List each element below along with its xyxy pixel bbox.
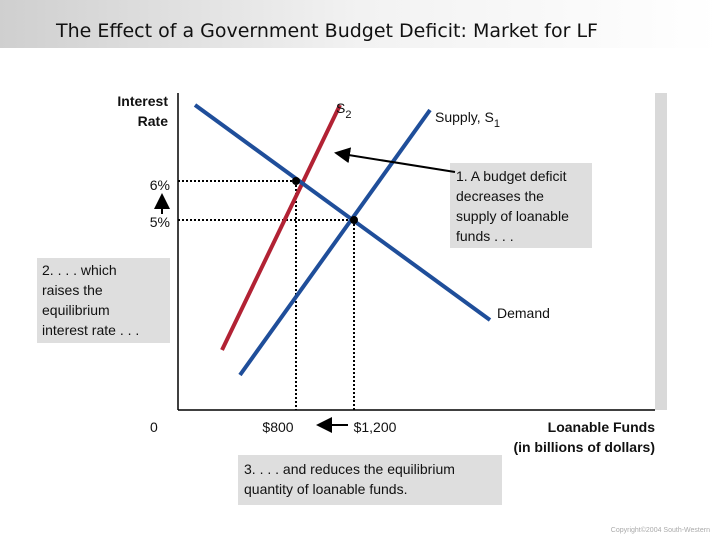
annotation-line: funds . . .	[456, 228, 514, 244]
annotation-line: equilibrium	[42, 302, 110, 318]
annotation-line: decreases the	[456, 188, 544, 204]
x-label: (in billions of dollars)	[513, 439, 655, 455]
demand-label: Demand	[497, 305, 550, 321]
s1-sub: 1	[494, 118, 500, 130]
annotation-line: supply of loanable	[456, 208, 569, 224]
annotation-line: 3. . . . and reduces the equilibrium	[244, 461, 455, 477]
s2-label: S2	[336, 100, 351, 121]
s1-label: Supply, S1	[435, 109, 500, 130]
annotation-line: quantity of loanable funds.	[244, 481, 407, 497]
guides	[178, 180, 355, 410]
annotation-line: raises the	[42, 282, 103, 298]
equilibrium	[350, 216, 358, 224]
supply-s1	[238, 108, 432, 377]
arrow	[334, 147, 456, 173]
annotation-line: 2. . . . which	[42, 262, 117, 278]
s2-letter: S	[336, 100, 345, 116]
annotation-box	[450, 163, 592, 248]
equilibrium	[292, 177, 300, 185]
x-tick: $1,200	[354, 419, 397, 435]
s2-sub: 2	[345, 109, 351, 121]
title-bar	[0, 0, 720, 48]
title: The Effect of a Government Budget Defici…	[55, 20, 598, 42]
annotation-3: 3. . . . and reduces the equilibrium qua…	[244, 461, 455, 497]
annotation-1: 1. A budget deficit decreases the supply…	[456, 168, 569, 244]
annotation-box	[238, 455, 502, 505]
annotation-line: 1. A budget deficit	[456, 168, 567, 184]
annotation-2: 2. . . . which raises the equilibrium in…	[42, 262, 139, 338]
supply-s2	[220, 104, 342, 351]
annotation-line: interest rate . . .	[42, 322, 139, 338]
plot-area	[178, 93, 655, 410]
s1-text: Supply, S	[435, 109, 494, 125]
demand	[193, 103, 492, 322]
annotation-box	[37, 258, 170, 343]
copyright: Copyright©2004 South-Western	[611, 526, 710, 534]
origin: 0	[150, 419, 158, 435]
y-tick: 5%	[150, 214, 170, 230]
y-label: Interest	[117, 93, 168, 109]
x-tick: $800	[262, 419, 293, 435]
x-label: Loanable Funds	[548, 419, 656, 435]
y-label: Rate	[138, 113, 169, 129]
y-tick: 6%	[150, 177, 170, 193]
